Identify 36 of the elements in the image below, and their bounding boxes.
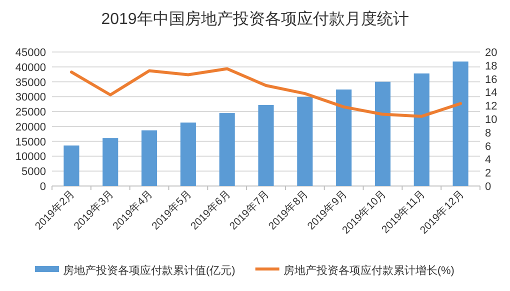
bar	[102, 138, 118, 186]
y-tick-label: 35000	[15, 76, 46, 89]
legend-label: 房地产投资各项应付款累计值(亿元)	[63, 264, 236, 277]
y2-tick-label: 4	[485, 154, 492, 166]
bar	[297, 96, 313, 186]
bar	[219, 113, 235, 186]
y-tick-label: 5000	[22, 166, 46, 178]
y-tick-label: 20000	[15, 121, 46, 134]
y-tick-label: 15000	[15, 136, 46, 148]
y2-tick-label: 10	[485, 114, 498, 126]
legend-label: 房地产投资各项应付款累计增长(%)	[283, 264, 454, 277]
y-tick-label: 0	[40, 181, 46, 193]
y2-tick-label: 16	[485, 74, 498, 86]
y2-tick-label: 6	[485, 140, 492, 153]
bar	[374, 82, 391, 186]
bar	[414, 73, 430, 186]
y-tick-label: 40000	[15, 62, 46, 74]
bar	[180, 122, 196, 186]
bar	[258, 105, 274, 186]
y-tick-label: 45000	[15, 47, 46, 59]
bar	[452, 62, 468, 186]
y-tick-label: 30000	[15, 92, 46, 104]
y-tick-label: 10000	[15, 151, 46, 164]
y2-tick-label: 12	[485, 100, 498, 113]
y2-tick-label: 2	[485, 168, 492, 180]
y2-tick-label: 18	[485, 60, 498, 72]
bar	[141, 130, 158, 186]
y2-tick-label: 20	[485, 47, 498, 59]
bar	[336, 90, 352, 186]
line-series	[70, 67, 462, 118]
y-tick-label: 25000	[15, 106, 46, 119]
y2-tick-label: 8	[485, 127, 492, 140]
chart-title: 2019年中国房地产投资各项应付款月度统计	[101, 10, 409, 28]
y2-tick-label: 0	[485, 181, 492, 193]
bar	[64, 146, 80, 186]
y2-tick-label: 14	[485, 87, 498, 100]
